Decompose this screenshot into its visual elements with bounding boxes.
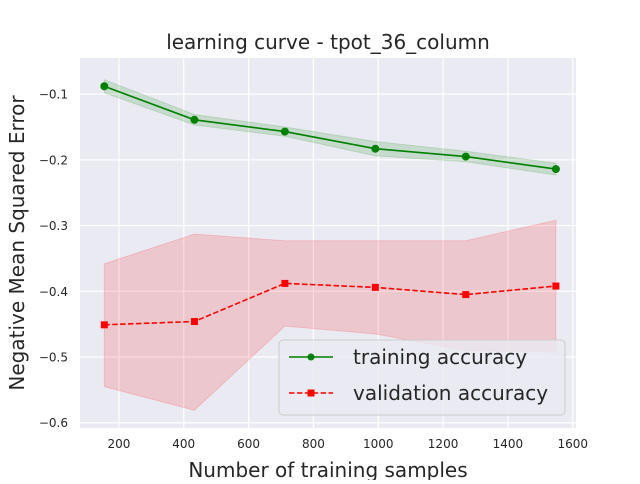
training-accuracy-point <box>190 115 199 124</box>
validation-accuracy-point <box>190 318 198 326</box>
y-tick-label: −0.2 <box>39 153 68 167</box>
y-tick-label: −0.4 <box>39 285 68 299</box>
y-tick-label: −0.1 <box>39 88 68 102</box>
x-tick-label: 1200 <box>428 437 459 451</box>
legend: training accuracy validation accuracy <box>278 339 566 416</box>
validation-accuracy-point <box>100 321 108 329</box>
x-tick-label: 800 <box>302 437 325 451</box>
x-tick-label: 400 <box>172 437 195 451</box>
validation-accuracy-point <box>462 291 470 299</box>
x-tick-label: 200 <box>107 437 130 451</box>
x-tick-label: 1400 <box>493 437 524 451</box>
y-axis-label: Negative Mean Squared Error <box>5 95 29 391</box>
y-tick-label: −0.3 <box>39 219 68 233</box>
x-axis-label: Number of training samples <box>188 458 467 480</box>
chart-title: learning curve - tpot_36_column <box>166 30 490 54</box>
training-accuracy-point <box>551 165 560 174</box>
legend-training-marker <box>307 353 315 361</box>
validation-accuracy-point <box>552 282 560 290</box>
y-tick-label: −0.6 <box>39 416 68 430</box>
validation-accuracy-line <box>104 282 556 326</box>
legend-box <box>278 339 566 416</box>
training-accuracy-point <box>371 144 380 153</box>
training-accuracy-point <box>100 82 109 91</box>
legend-validation-label: validation accuracy <box>353 381 548 405</box>
x-tick-label: 1000 <box>363 437 394 451</box>
y-tick-label: −0.5 <box>39 351 68 365</box>
training-accuracy-line <box>104 85 557 170</box>
x-tick-label: 600 <box>237 437 260 451</box>
training-accuracy-point <box>280 127 289 136</box>
training-accuracy-point <box>461 152 470 161</box>
legend-validation-marker <box>307 389 315 397</box>
validation-accuracy-point <box>281 279 289 287</box>
training-accuracy-band <box>103 78 557 176</box>
legend-training-label: training accuracy <box>353 345 527 369</box>
x-tick-label: 1600 <box>557 437 588 451</box>
validation-accuracy-point <box>371 283 379 291</box>
